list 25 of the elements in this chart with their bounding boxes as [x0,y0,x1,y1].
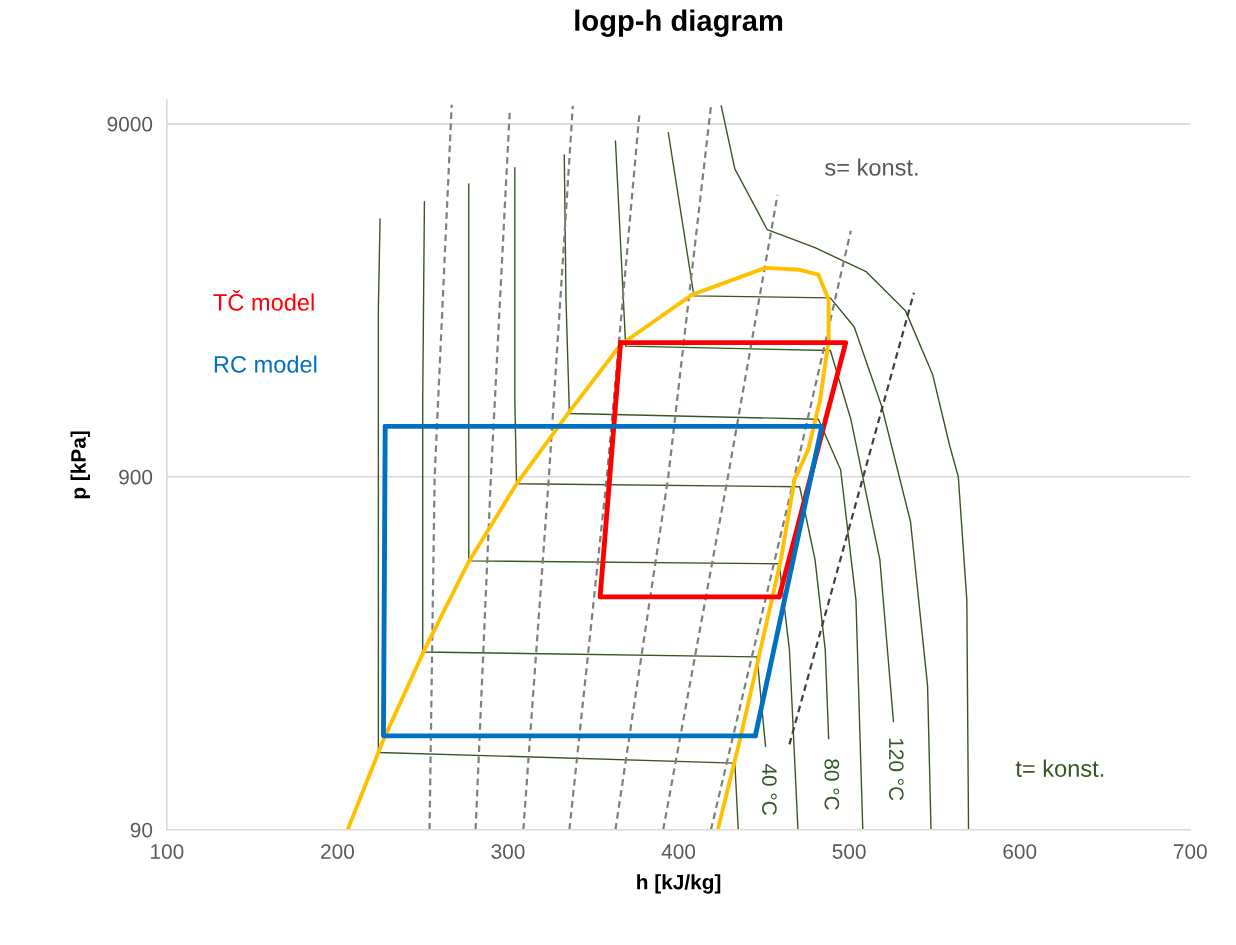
annotation: 120 °C [888,738,904,801]
y-tick-label: 900 [119,469,153,485]
y-axis-title: p [kPa] [70,431,90,499]
y-tick-label: 90 [130,822,153,838]
line-series [720,105,970,830]
annotation: s= konst. [825,158,918,176]
x-tick-label: 600 [1003,844,1037,859]
chart-title: logp-h diagram [575,9,783,37]
line-series [422,201,767,748]
x-axis-title: h [kJ/kg] [637,874,721,894]
y-tick-label: 9000 [107,116,153,132]
line-series [667,132,932,830]
line-series [468,183,799,830]
annotation: 40 °C [762,763,777,815]
annotation: t= konst. [1015,759,1104,777]
text: TČ model [213,289,314,311]
annotation: 80 °C [824,759,840,810]
x-tick-label: 500 [832,844,866,859]
text: RC model [214,355,317,373]
x-tick-label: 100 [151,844,184,859]
x-tick-label: 300 [491,844,525,859]
x-tick-label: 400 [661,844,696,859]
x-tick-label: 200 [321,844,354,859]
x-tick-label: 700 [1173,844,1207,859]
line-series [377,218,739,830]
